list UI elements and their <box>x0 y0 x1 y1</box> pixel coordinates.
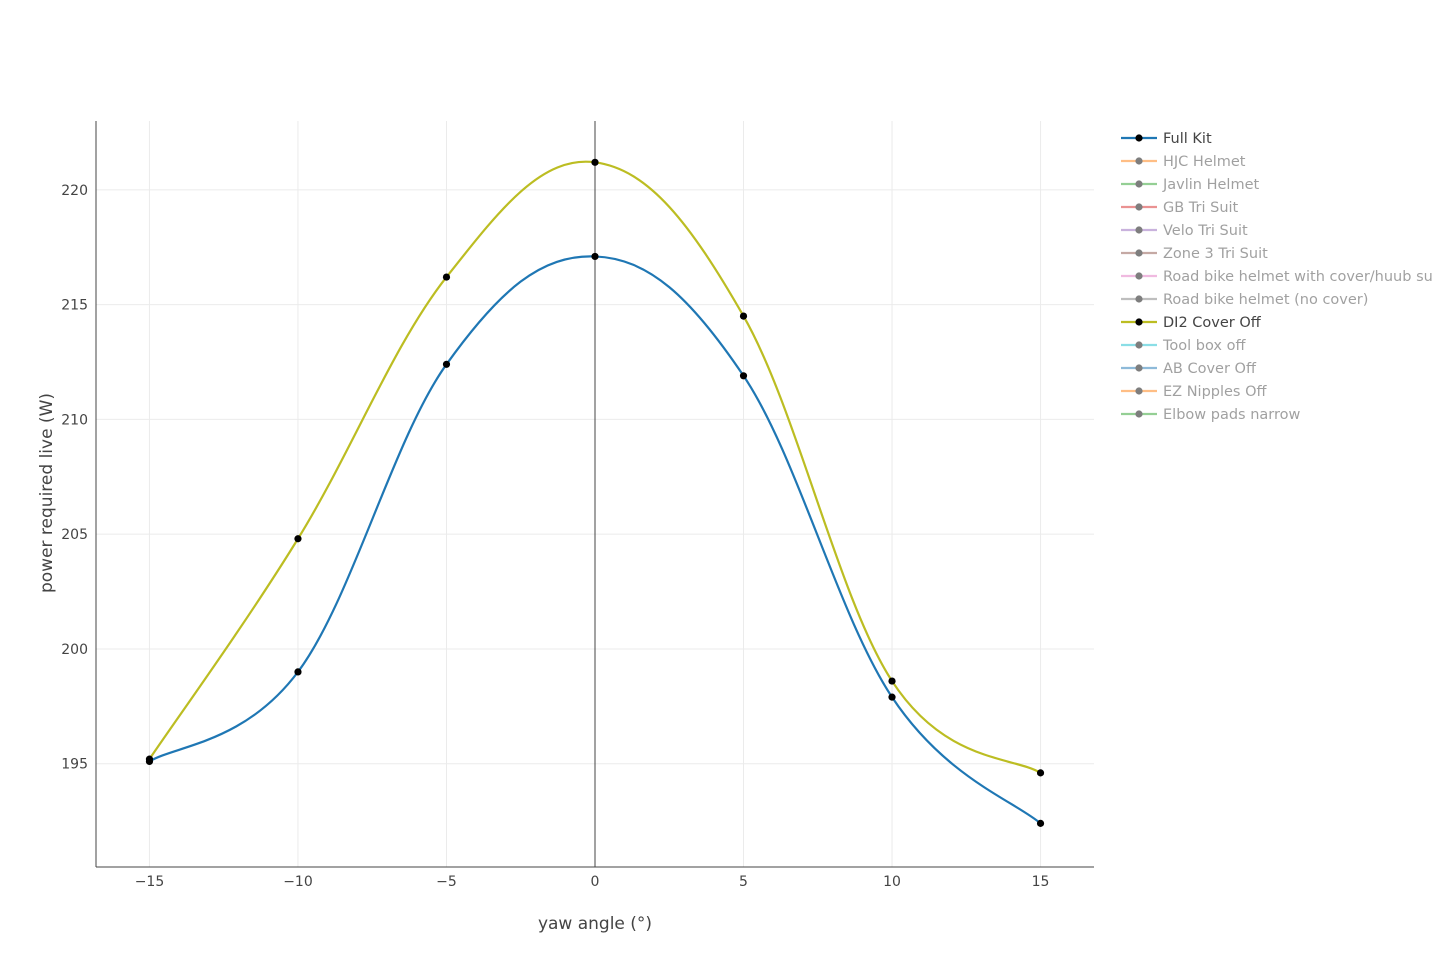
data-point-di2-cover-off <box>739 312 748 320</box>
x-tick-label: 5 <box>739 874 748 890</box>
legend-swatch-marker <box>1135 272 1143 280</box>
tick-labels: −15 −10 −5 0 5 10 15 195 200 205 210 215 220 <box>61 183 1049 890</box>
legend-swatch-marker <box>1135 341 1143 349</box>
legend-swatch-marker <box>1135 226 1143 234</box>
legend-swatch-marker <box>1135 410 1143 418</box>
data-point-full-kit <box>442 360 451 368</box>
legend-item-di2-cover-off[interactable]: DI2 Cover Off <box>1121 315 1262 331</box>
data-point-di2-cover-off <box>1036 769 1045 777</box>
data-point-full-kit <box>1036 819 1045 827</box>
legend-label: Road bike helmet with cover/huub su <box>1163 269 1433 285</box>
x-tick-label: 10 <box>883 874 901 890</box>
legend-item-full-kit[interactable]: Full Kit <box>1121 131 1212 147</box>
legend-label: Full Kit <box>1163 131 1212 147</box>
data-point-di2-cover-off <box>145 755 154 763</box>
y-tick-label: 215 <box>61 298 88 314</box>
y-axis-title: power required live (W) <box>37 393 57 593</box>
legend-swatch-marker <box>1135 249 1143 257</box>
legend-item-gb-tri-suit[interactable]: GB Tri Suit <box>1121 200 1239 216</box>
legend-item-road-bike-helmet-with-cover-huub-su[interactable]: Road bike helmet with cover/huub su <box>1121 269 1433 285</box>
legend-label: Road bike helmet (no cover) <box>1163 292 1368 308</box>
legend-swatch-marker <box>1135 364 1143 372</box>
legend-item-elbow-pads-narrow[interactable]: Elbow pads narrow <box>1121 407 1300 423</box>
data-point-di2-cover-off <box>888 677 896 685</box>
axes <box>95 121 1094 868</box>
legend-swatch-marker <box>1135 387 1143 395</box>
x-tick-label: −15 <box>135 874 165 890</box>
data-point-di2-cover-off <box>294 535 302 543</box>
legend-swatch-marker <box>1135 318 1143 326</box>
legend-label: Zone 3 Tri Suit <box>1163 246 1268 262</box>
y-tick-label: 210 <box>61 412 88 428</box>
legend-swatch-marker <box>1135 295 1143 303</box>
legend-item-hjc-helmet[interactable]: HJC Helmet <box>1121 154 1246 170</box>
data-point-full-kit <box>739 372 748 380</box>
y-tick-label: 200 <box>61 642 88 658</box>
legend-swatch-marker <box>1135 157 1143 165</box>
x-tick-label: −10 <box>283 874 313 890</box>
x-tick-label: 15 <box>1032 874 1050 890</box>
legend-label: Tool box off <box>1162 338 1246 354</box>
legend-label: GB Tri Suit <box>1163 200 1239 216</box>
data-point-di2-cover-off <box>591 158 599 166</box>
legend-label: HJC Helmet <box>1163 154 1246 170</box>
legend-label: Javlin Helmet <box>1162 177 1259 193</box>
series-group <box>145 158 1045 827</box>
data-point-di2-cover-off <box>442 273 451 281</box>
y-tick-label: 195 <box>61 757 88 773</box>
legend: Full Kit HJC Helmet Javlin Helmet GB Tri Su… <box>1121 131 1433 423</box>
x-tick-label: −5 <box>436 874 457 890</box>
legend-item-tool-box-off[interactable]: Tool box off <box>1121 338 1246 354</box>
legend-label: DI2 Cover Off <box>1163 315 1262 331</box>
legend-swatch-marker <box>1135 134 1143 142</box>
legend-item-ez-nipples-off[interactable]: EZ Nipples Off <box>1121 384 1268 400</box>
legend-item-zone-3-tri-suit[interactable]: Zone 3 Tri Suit <box>1121 246 1268 262</box>
x-tick-label: 0 <box>591 874 600 890</box>
legend-swatch-marker <box>1135 180 1143 188</box>
y-tick-label: 220 <box>61 183 88 199</box>
legend-item-velo-tri-suit[interactable]: Velo Tri Suit <box>1121 223 1248 239</box>
legend-label: Velo Tri Suit <box>1163 223 1248 239</box>
legend-item-javlin-helmet[interactable]: Javlin Helmet <box>1121 177 1259 193</box>
data-point-full-kit <box>591 252 599 261</box>
legend-swatch-marker <box>1135 203 1143 211</box>
legend-label: AB Cover Off <box>1163 361 1257 377</box>
legend-label: EZ Nipples Off <box>1163 384 1268 400</box>
data-point-full-kit <box>888 693 896 701</box>
legend-label: Elbow pads narrow <box>1163 407 1300 423</box>
legend-item-road-bike-helmet-no-cover[interactable]: Road bike helmet (no cover) <box>1121 292 1368 308</box>
legend-item-ab-cover-off[interactable]: AB Cover Off <box>1121 361 1257 377</box>
data-point-full-kit <box>294 668 302 676</box>
x-axis-title: yaw angle (°) <box>538 914 652 934</box>
y-tick-label: 205 <box>61 527 88 543</box>
